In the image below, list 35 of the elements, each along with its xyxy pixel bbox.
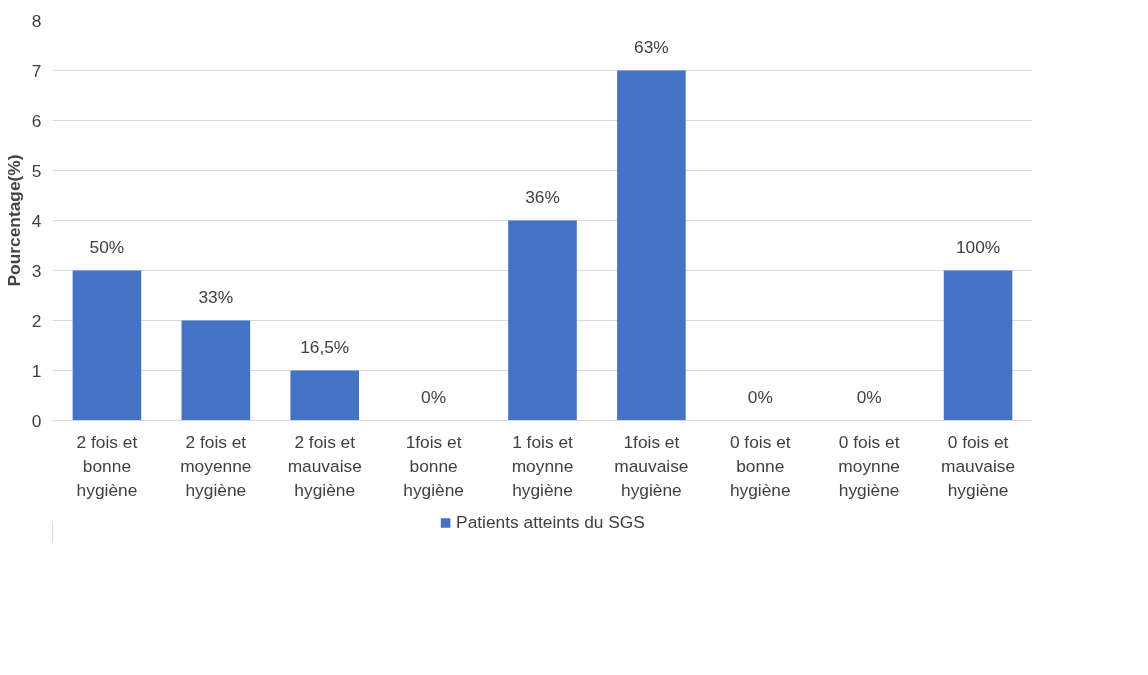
annotation: 0% [421, 386, 447, 407]
y-tick-label: 6 [31, 110, 42, 131]
annotation: 63% [634, 36, 669, 57]
bar [508, 220, 577, 421]
x-tick-label: 2 fois et mauvaise hygiène [287, 431, 362, 500]
bar [943, 270, 1013, 421]
legend-label: Patients atteints du SGS [456, 511, 645, 533]
annotation: 16,5% [300, 336, 350, 357]
x-tick-label: 0 fois et moynne hygiène [838, 431, 900, 500]
bar [181, 320, 251, 421]
annotation: 50% [89, 236, 125, 257]
annotation: 0% [856, 386, 882, 407]
x-tick-label: 1 fois et moynne hygiène [511, 431, 574, 500]
bar [290, 370, 360, 421]
annotation: 33% [198, 286, 234, 307]
annotation: 0% [747, 386, 773, 407]
annotation: 100% [955, 236, 1001, 257]
bar [72, 270, 142, 421]
x-tick-label: 0 fois et mauvaise hygiène [940, 431, 1016, 500]
x-tick-label: 1fois et bonne hygiène [403, 431, 464, 500]
x-tick-label: 2 fois et moyenne hygiène [180, 431, 252, 500]
annotation: 36% [525, 186, 560, 207]
y-tick-label: 3 [31, 260, 42, 281]
y-tick-label: 0 [31, 410, 42, 431]
y-tick-label: 7 [31, 60, 42, 81]
bar [617, 70, 686, 421]
x-tick-label: 2 fois et bonne hygiène [76, 431, 138, 500]
y-tick-label: 2 [31, 310, 42, 331]
x-tick-label: 1fois et mauvaise hygiène [614, 431, 689, 500]
y-tick-label: 8 [31, 10, 42, 31]
y-axis-title: Pourcentage(%) [3, 154, 24, 287]
y-tick-label: 5 [31, 160, 42, 181]
x-tick-label: 0 fois et bonne hygiène [729, 431, 791, 500]
y-tick-label: 1 [31, 360, 42, 381]
y-tick-label: 4 [31, 210, 42, 231]
